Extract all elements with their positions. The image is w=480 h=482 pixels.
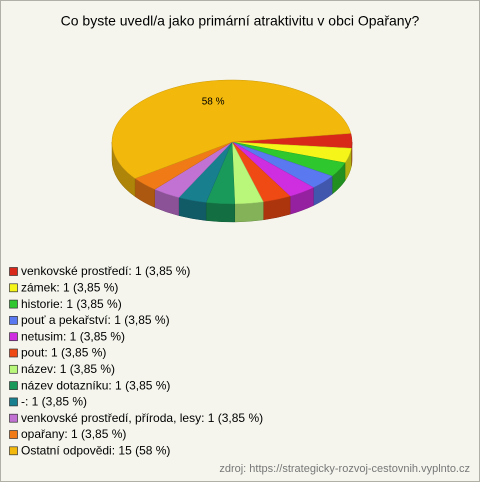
legend-label: -: 1 (3,85 %) (21, 395, 87, 409)
pie-slice (178, 141, 233, 221)
legend-swatch (9, 283, 18, 293)
pie-slice (231, 141, 264, 223)
pie-slice (231, 141, 291, 221)
legend-label: opařany: 1 (3,85 %) (21, 427, 126, 441)
chart-title: Co byste uvedl/a jako primární atraktivi… (61, 13, 420, 29)
pie-slice (205, 141, 236, 223)
pie-slice-top (111, 79, 352, 179)
legend-swatch (9, 299, 18, 309)
pie-slice-side (205, 202, 236, 223)
legend-label: netusim: 1 (3,85 %) (21, 329, 125, 343)
legend-swatch (9, 413, 18, 423)
legend-swatch (9, 364, 18, 374)
legend-label: zámek: 1 (3,85 %) (21, 280, 118, 294)
pie-slice (111, 79, 352, 197)
legend-swatch (9, 332, 18, 342)
legend-swatch (9, 397, 18, 407)
legend-label: pout: 1 (3,85 %) (21, 346, 106, 360)
data-label: 58 % (202, 96, 225, 107)
legend-swatch (9, 267, 18, 276)
legend-label: název: 1 (3,85 %) (21, 362, 115, 376)
legend-swatch (9, 430, 18, 439)
legend-label: historie: 1 (3,85 %) (21, 297, 122, 311)
legend-label: pouť a pekařství: 1 (3,85 %) (21, 313, 170, 327)
pie-slice-side (234, 201, 264, 223)
legend-label: venkovské prostředí: 1 (3,85 %) (21, 264, 190, 278)
legend-swatch (9, 446, 18, 456)
legend-swatch (9, 348, 18, 358)
legend-label: Ostatní odpovědi: 15 (58 %) (21, 443, 170, 457)
legend-swatch (9, 316, 18, 325)
source: zdroj: https://strategicky-rozvoj-cestov… (219, 463, 470, 475)
legend-swatch (9, 381, 18, 390)
legend-label: název dotazníku: 1 (3,85 %) (21, 378, 170, 392)
legend-label: venkovské prostředí, příroda, lesy: 1 (3… (21, 411, 263, 425)
